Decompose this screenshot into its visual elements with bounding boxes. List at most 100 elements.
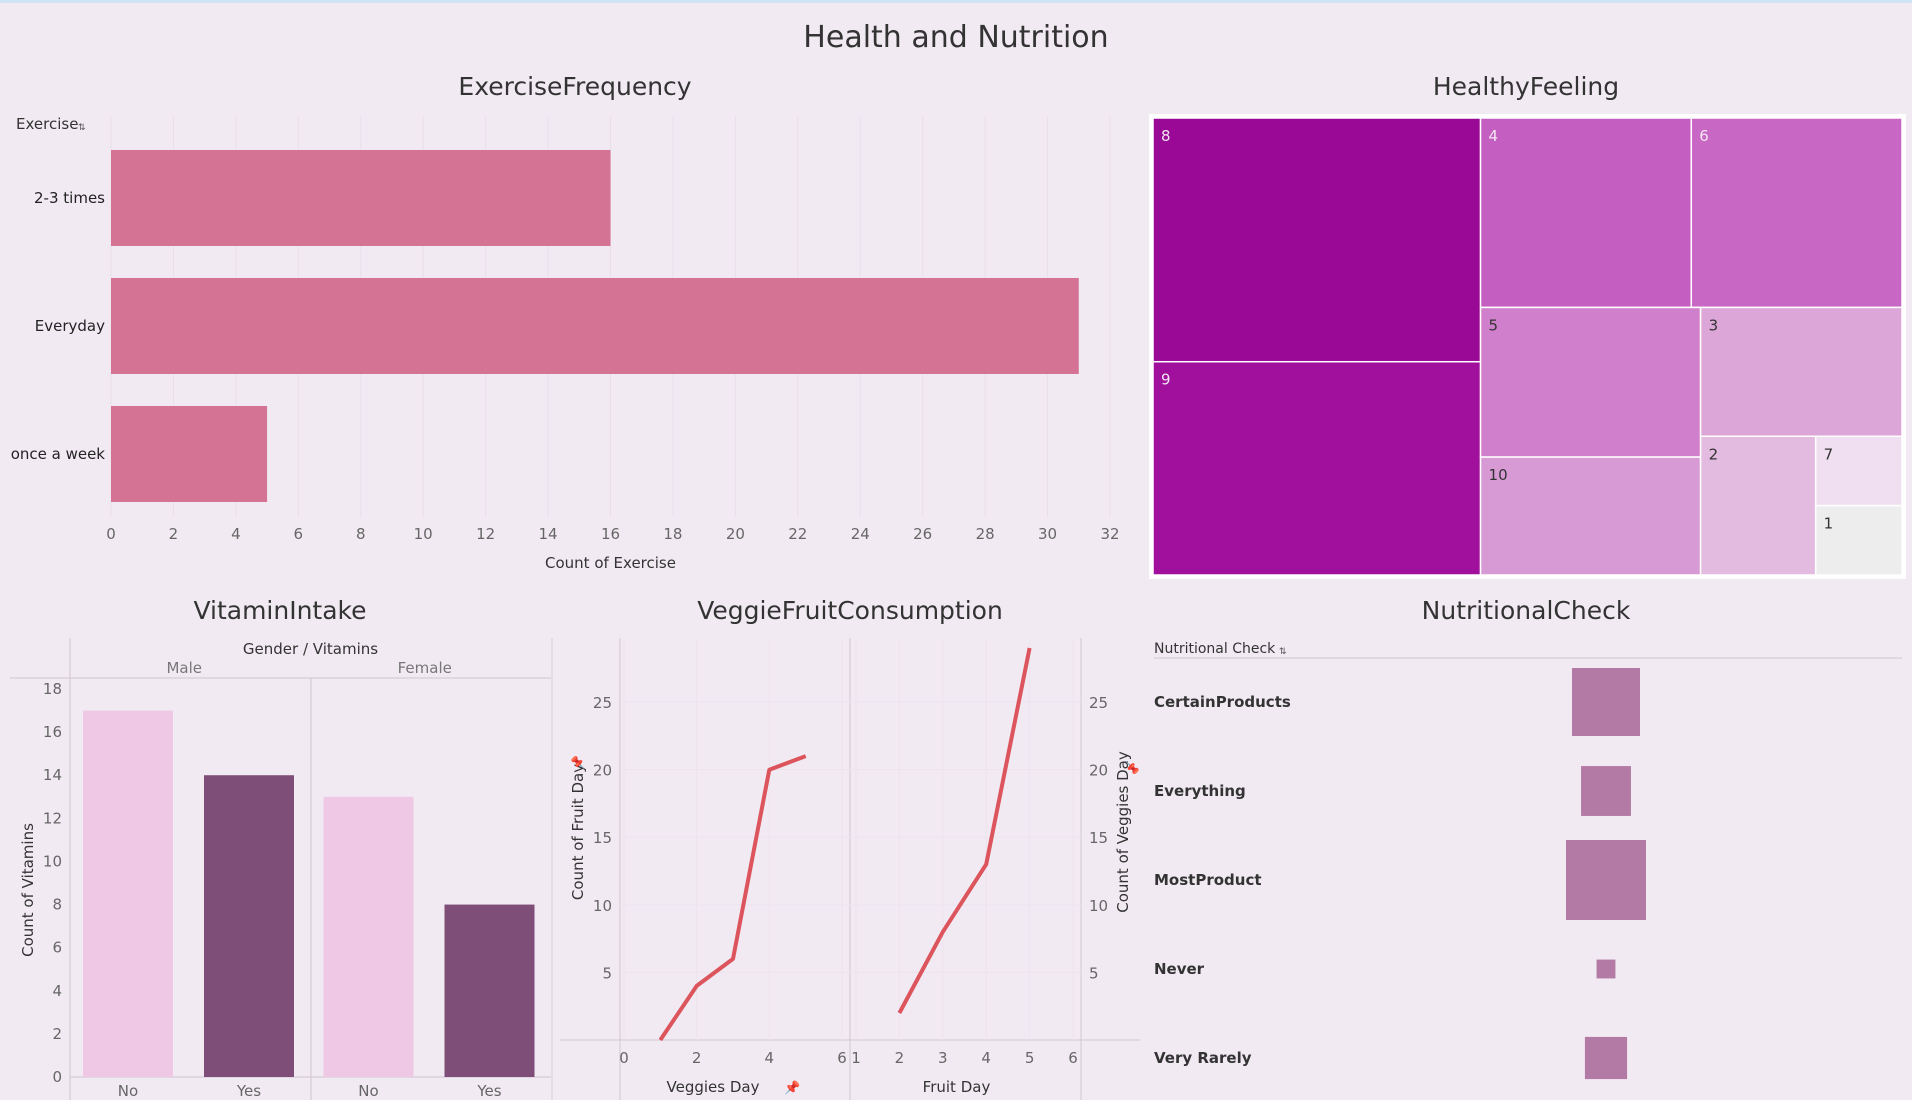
- veggie-chart: 5 5 10 10 15 15 20 20 25 25 0 2 4 6 Veggies Day 1 2 3 4 5 6 F…: [551, 638, 1140, 1100]
- veggie-x-tick: 5: [1025, 1049, 1035, 1067]
- exercise-bar[interactable]: [111, 278, 1079, 374]
- healthy-chart-title: HealthyFeeling: [1432, 72, 1620, 101]
- vitamin-header: Gender / Vitamins: [243, 640, 378, 658]
- exercise-x-tick: 0: [106, 525, 116, 543]
- exercise-x-tick: 30: [1038, 525, 1057, 543]
- dashboard-title: Health and Nutrition: [803, 20, 1109, 55]
- vitamin-group-label: Male: [166, 659, 202, 677]
- treemap-cell[interactable]: [1814, 504, 1903, 576]
- treemap-cell[interactable]: [1152, 360, 1482, 576]
- veggie-right-y-tick: 10: [1089, 897, 1108, 915]
- treemap-cell[interactable]: [1699, 306, 1903, 438]
- vitamin-chart-title: VitaminIntake: [193, 596, 367, 625]
- exercise-x-tick: 20: [726, 525, 745, 543]
- veggie-x-tick: 6: [837, 1049, 847, 1067]
- treemap-cell-label: 2: [1709, 445, 1719, 463]
- exercise-x-tick: 14: [539, 525, 558, 543]
- veggie-x-tick: 2: [895, 1049, 905, 1067]
- treemap-cell-label: 6: [1699, 127, 1709, 145]
- treemap-cell-label: 1: [1824, 515, 1834, 533]
- nutritional-chart-title: NutritionalCheck: [1421, 596, 1631, 625]
- vitamin-y-axis-label: Count of Vitamins: [19, 823, 37, 957]
- treemap-cell[interactable]: [1479, 456, 1702, 576]
- nutritional-category-label: MostProduct: [1154, 871, 1262, 889]
- veggie-right-y-tick: 5: [1089, 964, 1099, 982]
- exercise-bar[interactable]: [111, 150, 611, 246]
- vitamin-bar[interactable]: [83, 710, 173, 1077]
- exercise-x-tick: 8: [356, 525, 366, 543]
- veggie-line[interactable]: [658, 754, 807, 1042]
- veggie-x-axis-label: Fruit Day: [923, 1078, 991, 1096]
- nutritional-square[interactable]: [1566, 840, 1646, 920]
- treemap-cell[interactable]: [1479, 117, 1693, 309]
- nutritional-square[interactable]: [1596, 959, 1616, 979]
- vitamin-y-tick: 2: [52, 1025, 62, 1043]
- veggie-x-tick: 0: [619, 1049, 629, 1067]
- sort-icon: ⇅: [1279, 647, 1287, 657]
- top-accent-line: [0, 0, 1912, 3]
- nutritional-square[interactable]: [1584, 1036, 1628, 1080]
- treemap-cell[interactable]: [1152, 117, 1482, 363]
- vitamin-bar[interactable]: [444, 904, 535, 1077]
- vitamin-category-label: Yes: [236, 1082, 261, 1100]
- exercise-x-tick: 22: [788, 525, 807, 543]
- veggie-right-y-tick: 20: [1089, 762, 1108, 780]
- exercise-field-label: Exercise: [16, 115, 78, 133]
- nutritional-category-label: CertainProducts: [1154, 693, 1291, 711]
- treemap-cell[interactable]: [1699, 435, 1817, 576]
- veggie-left-y-tick: 20: [593, 762, 612, 780]
- veggie-left-y-axis-label: Count of Fruit Day: [569, 764, 587, 900]
- pin-icon: 📌: [570, 755, 585, 770]
- exercise-chart-title: ExerciseFrequency: [458, 72, 692, 101]
- vitamin-chart: Gender / Vitamins Male No Yes Female No Yes 0 2 4…: [10, 638, 551, 1100]
- treemap-cell-label: 3: [1709, 316, 1719, 334]
- vitamin-y-tick: 6: [52, 939, 62, 957]
- nutritional-field-label: Nutritional Check: [1154, 641, 1276, 657]
- veggie-x-axis-label: Veggies Day: [667, 1078, 760, 1096]
- exercise-x-tick: 10: [414, 525, 433, 543]
- nutritional-square[interactable]: [1581, 766, 1631, 816]
- veggie-left-y-tick: 10: [593, 897, 612, 915]
- vitamin-category-label: No: [358, 1082, 378, 1100]
- treemap-cell-label: 9: [1161, 371, 1171, 389]
- vitamin-y-tick: 4: [52, 982, 62, 1000]
- veggie-x-tick: 4: [765, 1049, 775, 1067]
- vitamin-bar[interactable]: [323, 796, 414, 1077]
- treemap-cell[interactable]: [1690, 117, 1903, 309]
- exercise-category-label: Everyday: [35, 317, 105, 335]
- exercise-x-tick: 2: [169, 525, 179, 543]
- vitamin-y-tick: 8: [52, 896, 62, 914]
- nutritional-square[interactable]: [1572, 668, 1640, 736]
- nutritional-chart: Nutritional Check ⇅ CertainProducts Everyth…: [1154, 641, 1902, 1080]
- treemap-cell-label: 8: [1161, 127, 1171, 145]
- nutritional-category-label: Never: [1154, 960, 1205, 978]
- exercise-bar[interactable]: [111, 406, 268, 502]
- exercise-x-tick: 12: [476, 525, 495, 543]
- vitamin-category-label: Yes: [476, 1082, 501, 1100]
- exercise-x-tick: 18: [663, 525, 682, 543]
- exercise-category-label: 2-3 times: [34, 189, 105, 207]
- veggie-chart-title: VeggieFruitConsumption: [697, 596, 1003, 625]
- veggie-left-y-tick: 25: [593, 694, 612, 712]
- treemap-cell[interactable]: [1479, 306, 1702, 458]
- veggie-line[interactable]: [897, 647, 1032, 1014]
- vitamin-y-tick: 16: [43, 723, 62, 741]
- veggie-x-tick: 4: [981, 1049, 991, 1067]
- pin-icon: 📌: [784, 1079, 800, 1096]
- exercise-x-tick: 24: [851, 525, 870, 543]
- exercise-x-tick: 28: [976, 525, 995, 543]
- treemap-cell-label: 7: [1824, 445, 1834, 463]
- veggie-right-y-tick: 25: [1089, 694, 1108, 712]
- vitamin-y-tick: 14: [43, 766, 62, 784]
- vitamin-y-tick: 10: [43, 852, 62, 870]
- healthy-treemap: 8 9 4 6 5 10 3 2 7 1: [1149, 114, 1906, 579]
- exercise-x-axis-label: Count of Exercise: [545, 554, 676, 572]
- vitamin-bar[interactable]: [204, 775, 294, 1077]
- exercise-x-tick: 6: [294, 525, 304, 543]
- exercise-category-label: once a week: [11, 445, 106, 463]
- vitamin-category-label: No: [118, 1082, 138, 1100]
- nutritional-category-label: Very Rarely: [1154, 1049, 1252, 1067]
- veggie-x-tick: 1: [851, 1049, 861, 1067]
